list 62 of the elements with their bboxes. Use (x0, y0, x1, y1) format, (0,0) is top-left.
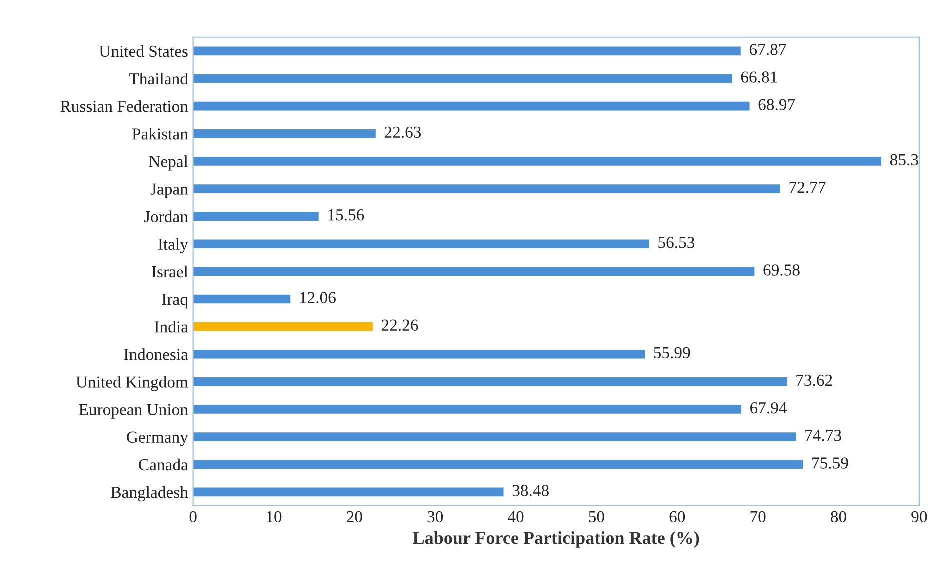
bar (193, 322, 373, 332)
data-label: 67.94 (750, 402, 788, 414)
data-label: 56.53 (658, 237, 695, 248)
data-label: 68.97 (758, 99, 796, 111)
y-tick-label: Thailand (130, 72, 188, 85)
data-label: 73.62 (796, 374, 832, 386)
bar (193, 488, 504, 497)
x-axis-title: Labour Force Participation Rate (%) (413, 532, 700, 548)
x-tick-label: 20 (347, 511, 362, 523)
data-label: 15.56 (328, 210, 364, 221)
x-tick-label: 0 (190, 511, 197, 523)
data-label: 22.26 (382, 320, 418, 332)
y-tick-label: Italy (158, 238, 188, 254)
y-tick-label: United States (99, 45, 188, 58)
y-tick-label: India (154, 321, 188, 333)
bar (193, 129, 376, 138)
data-label: 74.73 (806, 430, 842, 442)
bar (193, 378, 788, 386)
x-tick-label: 50 (589, 511, 604, 523)
bar (193, 350, 646, 359)
y-tick-label: Israel (152, 266, 188, 278)
y-tick-label: Iraq (162, 294, 188, 309)
bar (193, 184, 780, 194)
y-tick-label: Germany (127, 432, 188, 446)
y-tick-label: Japan (150, 184, 188, 198)
data-label: 67.87 (750, 44, 786, 56)
y-tick-label: Bangladesh (111, 486, 188, 502)
bar (193, 46, 741, 56)
x-tick-label: 80 (831, 511, 846, 523)
data-label: 12.06 (300, 292, 336, 304)
bar (193, 74, 732, 84)
data-label: 66.81 (741, 72, 778, 83)
data-label: 22.63 (384, 126, 422, 138)
y-tick-label: United Kingdom (76, 376, 188, 392)
bar (193, 212, 319, 221)
data-label: 72.77 (790, 182, 826, 194)
bar (193, 294, 291, 304)
bar (193, 240, 650, 249)
x-tick-label: 60 (670, 511, 686, 523)
bar (193, 102, 750, 111)
data-label: 55.99 (654, 347, 690, 359)
y-tick-label: Russian Federation (60, 100, 188, 112)
x-tick-label: 40 (508, 511, 524, 523)
data-label: 85.3 (890, 154, 918, 166)
y-tick-label: Pakistan (132, 128, 188, 140)
data-label: 38.48 (512, 485, 549, 496)
x-tick-label: 30 (428, 511, 444, 523)
bar (193, 405, 742, 414)
y-tick-label: Nepal (149, 156, 188, 171)
y-tick-label: Jordan (144, 210, 188, 222)
bar (193, 267, 755, 276)
x-tick-label: 90 (912, 511, 928, 523)
data-label: 75.59 (812, 458, 848, 469)
bar (193, 432, 796, 442)
bar (193, 460, 804, 470)
x-tick-label: 70 (750, 511, 766, 523)
x-tick-label: 10 (267, 511, 282, 523)
y-tick-label: Indonesia (124, 348, 188, 360)
data-label: 69.58 (764, 264, 800, 276)
y-tick-label: European Union (79, 404, 188, 419)
y-tick-label: Canada (139, 458, 188, 471)
bar (193, 157, 882, 166)
